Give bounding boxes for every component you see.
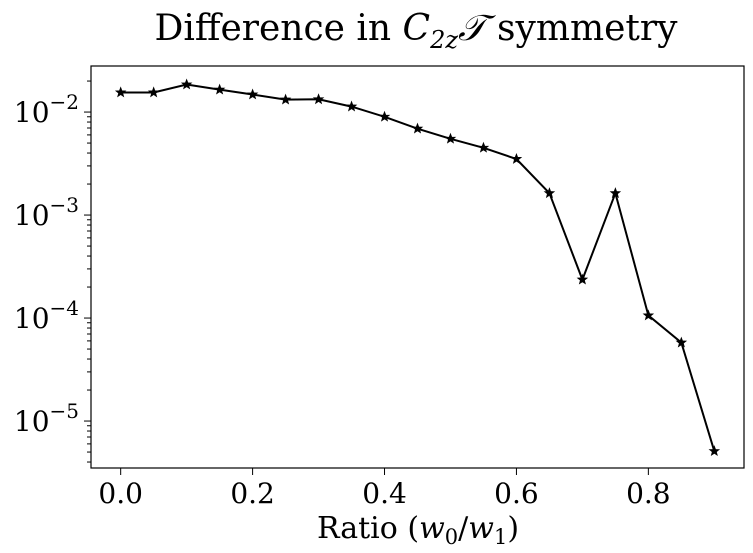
data-point-star: [180, 78, 193, 90]
data-point-star: [510, 152, 523, 164]
xlabel-slash: /: [458, 511, 469, 546]
xlabel-sub0: 0: [445, 525, 458, 549]
data-point-star: [576, 273, 589, 285]
chart-title: Difference in C2z𝒯 symmetry: [155, 8, 679, 54]
xlabel-sub1: 1: [494, 525, 507, 549]
y-tick-label: 10−4: [14, 296, 79, 335]
data-point-star: [279, 93, 292, 105]
data-point-star: [411, 122, 424, 134]
xlabel-prefix: Ratio (: [317, 511, 419, 546]
data-point-star: [345, 100, 358, 112]
title-symbol: C: [403, 8, 431, 49]
xlabel-w0: w: [419, 511, 445, 546]
plot-area: [90, 65, 745, 469]
data-point-star: [642, 309, 655, 321]
x-tick-label: 0.6: [494, 477, 539, 510]
title-suffix: symmetry: [486, 8, 679, 49]
data-point-star: [609, 187, 622, 199]
x-axis-label: Ratio (w0/w1): [317, 511, 519, 549]
data-point-star: [477, 141, 490, 153]
xlabel-w1: w: [468, 511, 494, 546]
data-point-star: [675, 336, 688, 348]
x-axis: 0.0 0.2 0.4 0.6 0.8: [98, 468, 671, 510]
title-subscript: 2z: [429, 26, 458, 54]
x-tick-label: 0.2: [230, 477, 275, 510]
series-layer: [114, 78, 721, 457]
y-tick-label: 10−2: [14, 90, 79, 129]
data-point-star: [213, 83, 226, 95]
data-point-star: [312, 93, 325, 105]
data-point-star: [708, 445, 721, 457]
xlabel-suffix: ): [507, 511, 519, 546]
x-tick-label: 0.8: [626, 477, 671, 510]
data-point-star: [444, 132, 457, 144]
data-point-star: [378, 110, 391, 122]
series-line: [120, 83, 716, 452]
y-tick-label: 10−3: [14, 193, 79, 232]
data-point-star: [114, 86, 127, 98]
title-prefix: Difference in: [155, 8, 403, 49]
x-tick-label: 0.0: [98, 477, 143, 510]
data-point-star: [246, 88, 259, 100]
y-axis: 10−2 10−3 10−4 10−5: [14, 80, 91, 463]
data-point-star: [543, 187, 556, 199]
data-point-star: [147, 86, 160, 98]
x-tick-label: 0.4: [362, 477, 407, 510]
y-tick-label: 10−5: [14, 399, 79, 438]
